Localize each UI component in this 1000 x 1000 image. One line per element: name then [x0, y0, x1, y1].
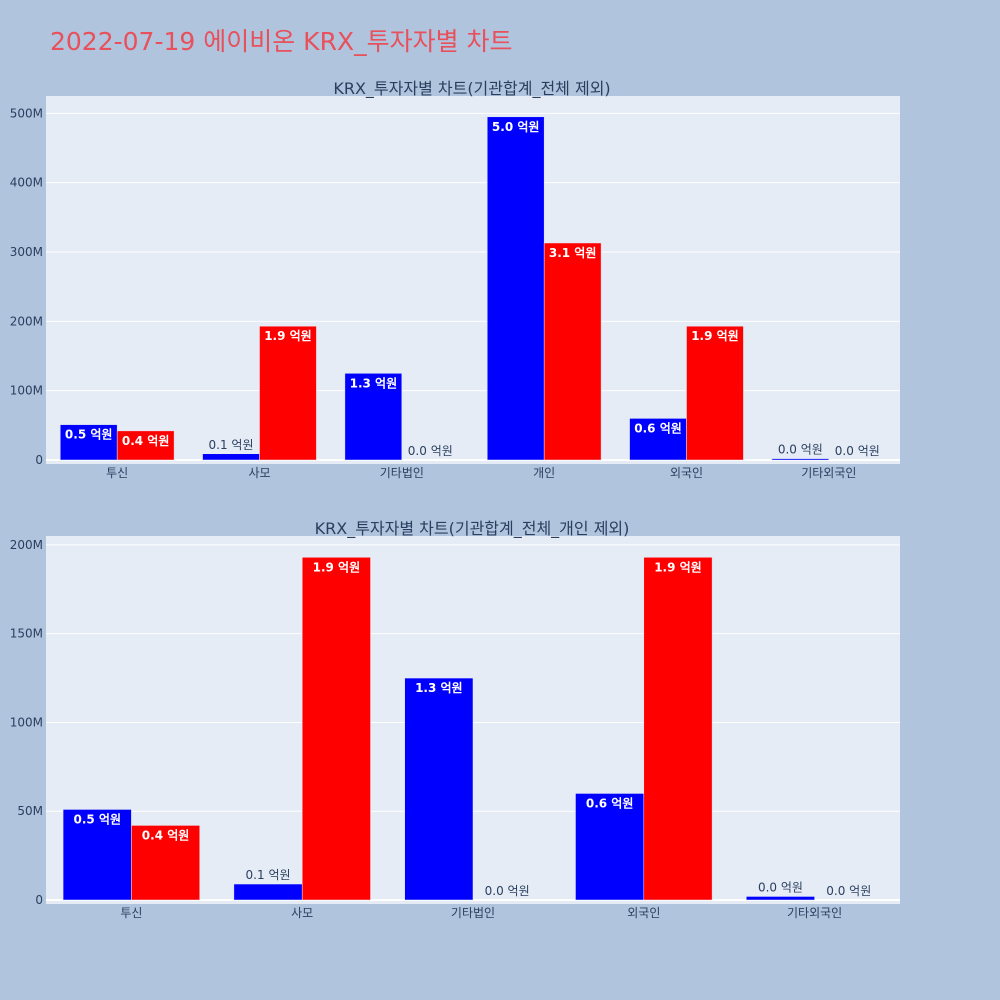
- x-tick-label: 외국인: [627, 906, 660, 920]
- bar: [575, 793, 645, 901]
- data-label: 1.9 억원: [691, 329, 739, 343]
- data-label: 0.4 억원: [142, 828, 190, 842]
- bar: [116, 430, 175, 461]
- y-tick-label: 50M: [17, 804, 43, 818]
- x-tick-label: 기타법인: [380, 466, 424, 480]
- data-label: 0.1 억원: [246, 868, 291, 882]
- chart-title: KRX_투자자별 차트(기관합계_전체_개인 제외): [315, 519, 630, 539]
- bar: [59, 424, 118, 461]
- x-tick-label: 사모: [248, 466, 270, 480]
- y-tick-label: 0: [35, 893, 43, 907]
- bar: [746, 896, 815, 901]
- data-label: 0.5 억원: [65, 428, 113, 442]
- y-tick-label: 400M: [10, 176, 43, 190]
- y-tick-label: 150M: [10, 627, 43, 641]
- bar: [131, 825, 200, 901]
- data-label: 0.5 억원: [73, 812, 121, 826]
- x-tick-label: 기타법인: [451, 906, 495, 920]
- x-tick-label: 사모: [291, 906, 313, 920]
- bar: [404, 677, 474, 901]
- data-label: 0.6 억원: [634, 421, 682, 435]
- data-label: 0.0 억원: [835, 444, 880, 458]
- data-label: 0.0 억원: [778, 443, 823, 457]
- data-label: 3.1 억원: [549, 246, 597, 260]
- bar: [344, 373, 403, 461]
- bar: [486, 116, 545, 461]
- bar: [301, 557, 371, 901]
- y-tick-label: 200M: [10, 314, 43, 328]
- data-label: 5.0 억원: [492, 120, 540, 134]
- bar: [259, 325, 317, 461]
- x-tick-label: 투신: [106, 466, 128, 480]
- bar: [771, 458, 830, 461]
- bar: [643, 557, 713, 901]
- y-tick-label: 100M: [10, 715, 43, 729]
- x-tick-label: 기타외국인: [801, 466, 856, 480]
- data-label: 1.3 억원: [350, 376, 398, 390]
- data-label: 0.6 억원: [586, 796, 634, 810]
- bar: [686, 325, 744, 461]
- y-tick-label: 200M: [10, 538, 43, 552]
- y-tick-label: 100M: [10, 384, 43, 398]
- y-tick-label: 0: [35, 453, 43, 467]
- x-tick-label: 개인: [533, 466, 555, 480]
- bar: [233, 883, 303, 901]
- data-label: 1.9 억원: [654, 560, 702, 574]
- data-label: 0.0 억원: [826, 884, 871, 898]
- bar: [629, 418, 687, 461]
- data-label: 0.0 억원: [758, 880, 803, 894]
- x-tick-label: 투신: [120, 906, 142, 920]
- data-label: 0.0 억원: [408, 444, 453, 458]
- x-tick-label: 기타외국인: [787, 906, 842, 920]
- bar: [62, 809, 132, 901]
- bar: [543, 242, 602, 461]
- x-tick-label: 외국인: [670, 466, 703, 480]
- page-title: 2022-07-19 에이비온 KRX_투자자별 차트: [50, 27, 513, 56]
- y-tick-label: 500M: [10, 106, 43, 120]
- chart-title: KRX_투자자별 차트(기관합계_전체 제외): [333, 79, 610, 99]
- data-label: 0.1 억원: [209, 438, 254, 452]
- data-label: 1.3 억원: [415, 681, 463, 695]
- y-tick-label: 300M: [10, 245, 43, 259]
- plot-area: [46, 96, 900, 464]
- data-label: 0.4 억원: [122, 434, 170, 448]
- data-label: 0.0 억원: [485, 884, 530, 898]
- data-label: 1.9 억원: [313, 560, 361, 574]
- data-label: 1.9 억원: [264, 329, 312, 343]
